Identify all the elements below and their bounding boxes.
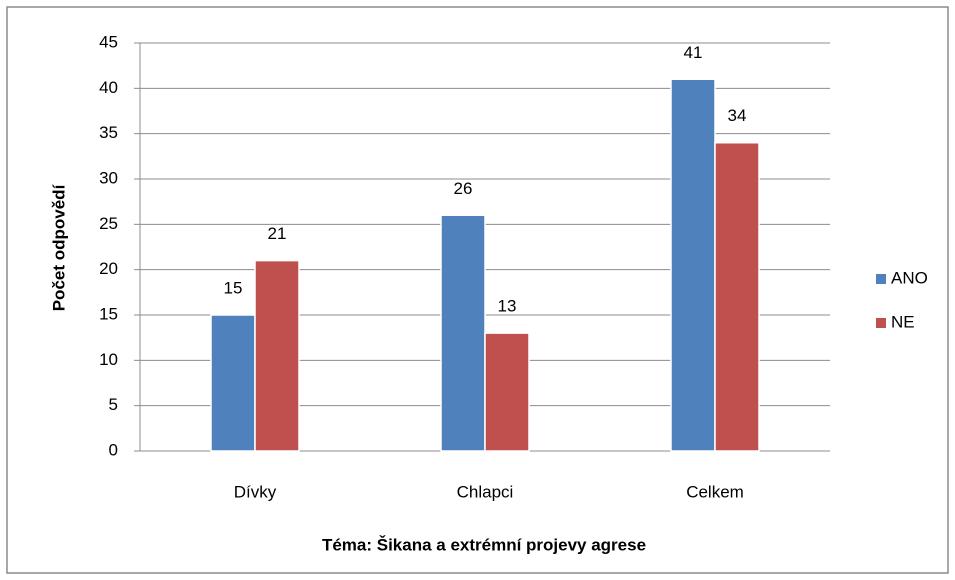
- y-tick-label: 45: [99, 32, 118, 51]
- bar: [484, 332, 530, 452]
- y-tick-label: 15: [99, 304, 118, 323]
- data-label: 15: [224, 278, 243, 297]
- x-tick-label: Dívky: [234, 482, 277, 501]
- y-tick-label: 10: [99, 350, 118, 369]
- x-tick-label: Celkem: [686, 482, 744, 501]
- x-axis-label: Téma: Šikana a extrémní projevy agrese: [322, 535, 646, 554]
- y-tick-label: 20: [99, 259, 118, 278]
- data-label: 21: [268, 224, 287, 243]
- data-label: 41: [684, 43, 703, 62]
- y-tick-label: 30: [99, 168, 118, 187]
- x-tick-label: Chlapci: [457, 482, 514, 501]
- bar: [440, 214, 486, 452]
- y-tick-label: 0: [109, 440, 118, 459]
- bar: [670, 78, 716, 452]
- bar: [210, 314, 256, 452]
- y-tick-label: 40: [99, 78, 118, 97]
- legend-label: ANO: [891, 268, 928, 287]
- bar: [254, 259, 300, 452]
- y-tick-label: 25: [99, 214, 118, 233]
- legend-swatch: [876, 274, 886, 284]
- data-label: 13: [498, 297, 517, 316]
- data-label: 26: [454, 179, 473, 198]
- bar: [714, 141, 760, 452]
- legend-label: NE: [891, 312, 915, 331]
- y-axis-label: Počet odpovědí: [49, 183, 68, 311]
- data-label: 34: [728, 106, 747, 125]
- legend-swatch: [876, 318, 886, 328]
- y-tick-label: 5: [109, 395, 118, 414]
- y-tick-label: 35: [99, 123, 118, 142]
